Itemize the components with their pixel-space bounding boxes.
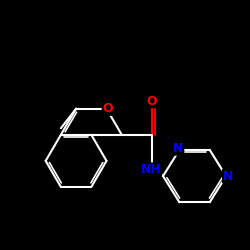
Text: O: O: [147, 94, 158, 108]
Text: N: N: [222, 170, 233, 182]
Text: O: O: [102, 102, 113, 115]
Text: N: N: [173, 142, 184, 155]
Text: NH: NH: [141, 163, 162, 176]
